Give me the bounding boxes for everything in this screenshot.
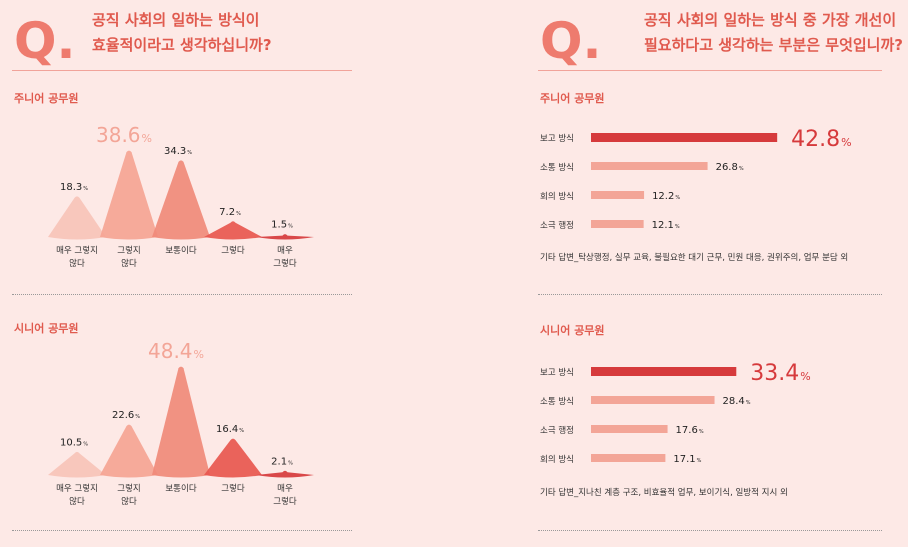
question-title: 공직 사회의 일하는 방식 중 가장 개선이 필요하다고 생각하는 부분은 무엇… [644, 8, 903, 58]
triangle-mark [152, 366, 210, 478]
q-mark: Q. [14, 12, 76, 70]
value-label: 10.5% [60, 437, 88, 448]
bar-mark [591, 396, 715, 404]
question-line-1: 공직 사회의 일하는 방식 중 가장 개선이 [644, 11, 897, 29]
category-label: 소극 행정 [540, 425, 574, 436]
category-label: 그렇다 [273, 258, 297, 269]
triangle-mark [256, 234, 314, 240]
category-label: 않다 [69, 259, 85, 269]
category-label: 매우 [277, 484, 293, 494]
category-label: 않다 [69, 497, 85, 507]
category-label: 보통이다 [165, 245, 196, 256]
category-label: 그렇지 [117, 483, 140, 494]
bar-mark [591, 191, 645, 199]
triangle-mark [204, 438, 262, 478]
value-label: 1.5% [271, 220, 293, 231]
triangle-mark [100, 150, 158, 240]
category-label: 그렇다 [273, 496, 297, 507]
value-label: 7.2% [219, 207, 241, 218]
section-divider [12, 294, 352, 295]
category-label: 소통 방식 [540, 396, 574, 407]
category-label: 보통이다 [165, 483, 196, 494]
bar-mark [591, 454, 666, 462]
category-label: 매우 [277, 246, 293, 256]
question-title: 공직 사회의 일하는 방식이 효율적이라고 생각하십니까? [92, 8, 272, 58]
category-label: 않다 [121, 497, 137, 507]
section-divider [538, 294, 882, 295]
bar-mark [591, 162, 708, 170]
value-label: 2.1% [271, 456, 293, 467]
bar-chart-junior: 보고 방식 42.8%소통 방식 26.8%회의 방식 12.2%소극 행정 12.1% [540, 127, 852, 231]
section-title-senior: 시니어 공무원 [540, 324, 605, 337]
category-label: 그렇다 [221, 245, 245, 256]
category-label: 매우 그렇지 [56, 245, 98, 256]
value-label: 34.3% [164, 146, 192, 157]
category-label: 그렇다 [221, 483, 245, 494]
category-label: 소극 행정 [540, 220, 574, 231]
value-label: 33.4% [750, 361, 810, 386]
value-label: 12.1% [652, 220, 680, 231]
value-label: 18.3% [60, 182, 88, 193]
value-label: 17.1% [673, 454, 701, 465]
triangle-mark [48, 196, 106, 240]
category-label: 매우 그렇지 [56, 483, 98, 494]
question-line-1: 공직 사회의 일하는 방식이 [92, 11, 260, 29]
section-title-junior: 주니어 공무원 [14, 92, 79, 105]
category-label: 보고 방식 [540, 133, 574, 144]
section-title-junior: 주니어 공무원 [540, 92, 605, 105]
right-panel: Q. 공직 사회의 일하는 방식 중 가장 개선이 필요하다고 생각하는 부분은… [454, 0, 908, 547]
other-answers-note: 기타 답변_지나친 계층 구조, 비효율적 업무, 보이기식, 일방적 지시 외 [540, 488, 788, 498]
category-label: 않다 [121, 259, 137, 269]
value-label: 26.8% [716, 162, 744, 173]
triangle-mark [204, 221, 262, 240]
value-label: 28.4% [723, 396, 751, 407]
section-title-senior: 시니어 공무원 [14, 322, 79, 335]
bar-chart-senior: 보고 방식 33.4% 소통 방식 28.4% 소극 행정 17.6% 회의 방식 17.1% [540, 361, 811, 465]
value-label: 16.4% [216, 424, 244, 435]
value-label: 17.6% [676, 425, 704, 436]
value-label: 12.2% [652, 191, 680, 202]
triangle-mark [100, 424, 158, 478]
triangle-mark [256, 470, 314, 478]
section-divider [538, 530, 882, 531]
triangle-mark [152, 160, 210, 240]
question-line-2: 필요하다고 생각하는 부분은 무엇입니까? [644, 36, 903, 54]
left-panel: Q. 공직 사회의 일하는 방식이 효율적이라고 생각하십니까? 주니어 공무원… [12, 8, 352, 531]
title-rule [538, 70, 882, 71]
category-label: 회의 방식 [540, 454, 574, 465]
category-label: 그렇지 [117, 245, 140, 256]
section-divider [12, 530, 352, 531]
triangle-chart-junior: 18.3%매우 그렇지않다38.6%그렇지않다34.3%보통이다7.2%그렇다1… [48, 123, 314, 269]
value-label: 22.6% [112, 410, 140, 421]
question-line-2: 효율적이라고 생각하십니까? [92, 36, 272, 54]
category-label: 소통 방식 [540, 162, 574, 173]
q-mark: Q. [540, 12, 602, 70]
title-rule [12, 70, 352, 71]
bar-mark [591, 367, 737, 376]
value-label: 48.4% [148, 339, 204, 363]
bar-mark [591, 133, 778, 142]
other-answers-note: 기타 답변_탁상행정, 실무 교육, 불필요한 대기 근무, 민원 대응, 권위… [540, 253, 849, 263]
category-label: 보고 방식 [540, 367, 574, 378]
triangle-mark [48, 451, 106, 478]
bar-mark [591, 220, 644, 228]
bar-mark [591, 425, 668, 433]
category-label: 회의 방식 [540, 191, 574, 202]
